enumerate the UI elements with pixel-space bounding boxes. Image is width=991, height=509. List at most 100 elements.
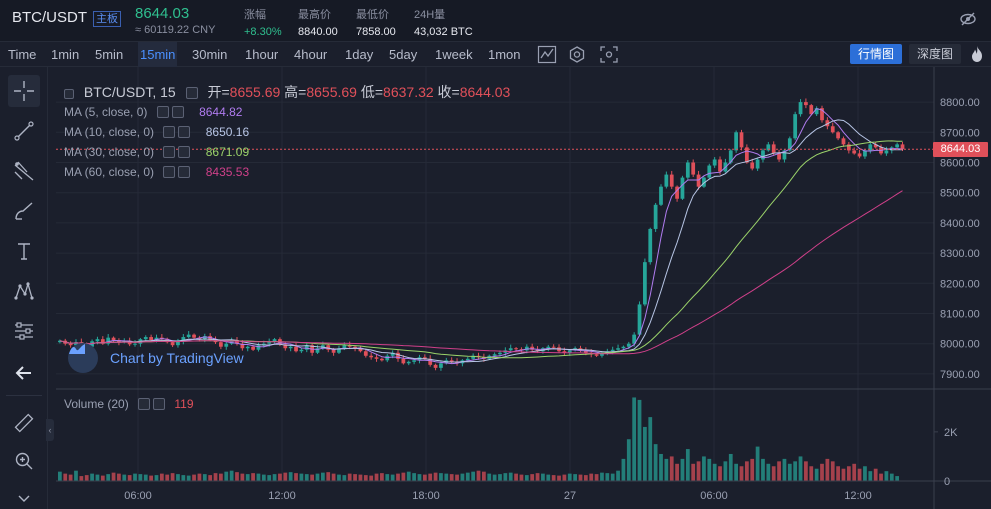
chart-toolbar: Time 1min 5min 15min 30min 1hour 4hour 1… <box>0 42 991 67</box>
settings-icon[interactable] <box>156 106 169 118</box>
candle-body <box>900 144 905 150</box>
zoom-tool[interactable] <box>8 445 40 477</box>
settings-icon[interactable] <box>163 146 176 158</box>
collapse-panel-toggle[interactable]: ‹ <box>46 419 54 441</box>
hide-eye-icon[interactable] <box>959 10 977 28</box>
interval-30min[interactable]: 30min <box>192 47 228 62</box>
trend-line-tool[interactable] <box>8 115 40 147</box>
candles <box>58 98 905 371</box>
high-label: 最高价 <box>298 9 331 21</box>
flame-icon[interactable] <box>969 45 985 63</box>
time-tick-label: 12:00 <box>844 490 872 502</box>
measure-icon <box>15 322 33 340</box>
interval-4hour[interactable]: 4hour <box>294 47 328 62</box>
candle-body <box>245 346 250 349</box>
close-value: 8644.03 <box>459 84 511 100</box>
interval-time[interactable]: Time <box>8 47 37 62</box>
settings-icon[interactable] <box>138 398 151 410</box>
fib-tool[interactable] <box>8 155 40 187</box>
candle-body <box>256 345 261 350</box>
chart-canvas[interactable]: 8800.00 8700.00 8600.00 8500.00 8400.00 8300.… <box>56 67 991 509</box>
ma5-name: MA (5, close, 0) <box>64 105 148 119</box>
close-icon[interactable] <box>178 146 191 158</box>
price-chart[interactable]: 8800.00 8700.00 8600.00 8500.00 8400.00 8300.… <box>56 67 991 509</box>
volume-bar <box>428 473 433 481</box>
ticker-bar: BTC/USDT 主板 8644.03 ≈ 60119.22 CNY 涨幅 +8… <box>0 0 991 42</box>
volume-bar <box>159 473 164 481</box>
volume-bar <box>653 444 658 481</box>
ma30-name: MA (30, close, 0) <box>64 145 155 159</box>
drawing-tools-panel: ‹ <box>0 67 54 509</box>
volume-bar <box>245 474 250 481</box>
candle-body <box>422 357 427 359</box>
volume-bar <box>84 475 89 481</box>
candle-body <box>616 348 620 350</box>
volume-bar <box>643 426 647 481</box>
settings-icon[interactable] <box>567 45 587 64</box>
volume-bar <box>79 476 84 481</box>
settings-icon[interactable] <box>163 166 176 178</box>
watermark-text: Chart by TradingView <box>110 350 244 366</box>
price-tick-label: 8000.00 <box>940 339 980 351</box>
volume-bar <box>100 475 105 481</box>
close-icon[interactable] <box>153 398 166 410</box>
close-label: 收= <box>437 84 460 100</box>
volume-bar <box>106 474 111 481</box>
volume-bar <box>482 471 486 481</box>
screenshot-icon[interactable] <box>599 45 619 64</box>
collapse-legend-icon[interactable] <box>64 89 74 99</box>
depth-chart-tab[interactable]: 深度图 <box>909 44 962 64</box>
volume-value: 43,032 BTC <box>414 26 473 38</box>
pair-symbol[interactable]: BTC/USDT <box>12 9 87 26</box>
candle-body <box>728 150 733 163</box>
candle-body <box>857 153 862 157</box>
volume-bar <box>342 475 347 481</box>
candle-body <box>304 345 309 350</box>
pattern-tool[interactable] <box>8 275 40 307</box>
candle-body <box>176 341 180 346</box>
measure-tool[interactable] <box>8 315 40 347</box>
candle-body <box>202 336 207 340</box>
candle-body <box>154 337 159 341</box>
interval-1min[interactable]: 1min <box>51 47 80 62</box>
interval-1week[interactable]: 1week <box>435 47 473 62</box>
volume-bar <box>331 473 336 481</box>
ma10-name: MA (10, close, 0) <box>64 125 155 139</box>
candle-body <box>117 340 121 343</box>
volume-bar <box>782 458 787 481</box>
crosshair-tool[interactable] <box>8 75 40 107</box>
tradingview-watermark[interactable]: Chart by TradingView <box>68 343 244 373</box>
settings-icon[interactable] <box>163 126 176 138</box>
interval-1mon[interactable]: 1mon <box>488 47 521 62</box>
interval-5day[interactable]: 5day <box>389 47 418 62</box>
volume-bar <box>267 475 272 481</box>
indicators-icon[interactable] <box>537 45 557 64</box>
volume-bar <box>557 475 561 481</box>
ruler-tool[interactable] <box>8 407 40 439</box>
brush-tool[interactable] <box>8 195 40 227</box>
interval-1day[interactable]: 1day <box>345 47 374 62</box>
market-chart-tab[interactable]: 行情图 <box>850 44 903 64</box>
close-icon[interactable] <box>171 106 184 118</box>
volume-bar <box>863 466 867 481</box>
price-tick-label: 8200.00 <box>940 278 980 290</box>
candle-body <box>744 147 749 163</box>
volume-stat: 24H量 43,032 BTC <box>414 6 473 38</box>
tools-divider <box>6 395 42 396</box>
axes: 8800.00 8700.00 8600.00 8500.00 8400.00 8300.… <box>56 67 991 509</box>
candle-body <box>825 120 830 127</box>
interval-1hour[interactable]: 1hour <box>245 47 279 62</box>
candle-body <box>669 174 674 187</box>
close-icon[interactable] <box>178 126 191 138</box>
settings-icon[interactable] <box>185 87 198 99</box>
text-tool[interactable] <box>8 235 40 267</box>
volume-bar <box>761 458 765 481</box>
candle-body <box>659 186 663 205</box>
volume-bar <box>401 472 406 481</box>
close-icon[interactable] <box>178 166 191 178</box>
back-tool[interactable] <box>8 357 40 389</box>
interval-15min[interactable]: 15min <box>138 42 178 67</box>
close-tool[interactable] <box>8 483 40 509</box>
candle-body <box>68 343 73 346</box>
interval-5min[interactable]: 5min <box>95 47 124 62</box>
